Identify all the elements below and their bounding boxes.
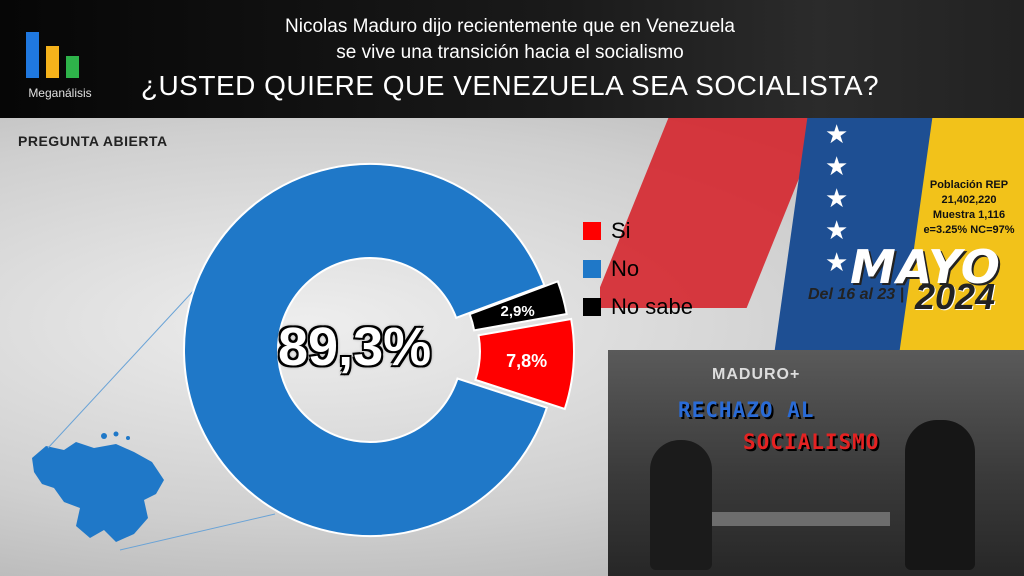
year-label: 2024 [915, 276, 996, 317]
slice-label-si: 7,8% [506, 351, 547, 371]
legend-item-si: Si [583, 218, 693, 244]
date-range: Del 16 al 23 | [808, 286, 905, 303]
sample-size: Muestra 1,116 [932, 209, 1006, 221]
legend-label-no-sabe: No sabe [611, 294, 693, 319]
survey-question: ¿USTED QUIERE QUE VENEZUELA SEA SOCIALIS… [140, 70, 880, 101]
logo-bar-green [66, 56, 79, 78]
month-label: MAYO [850, 240, 1001, 294]
header: Meganálisis Nicolas Maduro dijo reciente… [0, 0, 1024, 118]
legend: Si No No sabe [583, 218, 693, 332]
donut-slice-no-sabe [468, 280, 568, 332]
legend-label-no: No [611, 256, 640, 281]
donut-slice-no [183, 163, 549, 537]
donut-slice-si [474, 317, 575, 411]
legend-label-si: Si [611, 218, 631, 243]
legend-swatch-no [583, 260, 601, 278]
logo-bar-yellow [46, 46, 59, 78]
meganalisis-logo: Meganálisis [20, 24, 100, 100]
logo-bar-blue [26, 32, 39, 78]
channel-tag: MADURO+ [712, 366, 801, 383]
person-left-silhouette [650, 440, 712, 570]
legend-swatch-no-sabe [583, 298, 601, 316]
population-value: 21,402,220 [941, 194, 997, 206]
venezuela-map-icon [32, 431, 164, 542]
donut-chart: 7,8% 2,9% [47, 163, 575, 551]
desk-shape [710, 512, 890, 526]
person-right-silhouette [905, 420, 975, 570]
slice-label-no-sabe: 2,9% [501, 303, 535, 320]
survey-stats: Población REP 21,402,220 Muestra 1,116 e… [915, 178, 1023, 238]
subtitle-line-2: se vive una transición hacia el socialis… [336, 42, 684, 63]
banner-line-2: SOCIALISMO [743, 430, 880, 454]
error-margin: e=3.25% NC=97% [923, 224, 1015, 236]
legend-swatch-si [583, 222, 601, 240]
legend-item-no-sabe: No sabe [583, 294, 693, 320]
population-label: Población REP [929, 179, 1009, 191]
logo-text: Meganálisis [28, 86, 92, 100]
open-question-label: PREGUNTA ABIERTA [18, 133, 168, 149]
subtitle-line-1: Nicolas Maduro dijo recientemente que en… [285, 16, 735, 37]
banner-line-1: RECHAZO AL [678, 398, 815, 422]
slice-label-no: 89,3% [278, 317, 432, 377]
legend-item-no: No [583, 256, 693, 282]
flag-stars-icon: ★ ★ ★ ★ ★ [825, 119, 849, 277]
